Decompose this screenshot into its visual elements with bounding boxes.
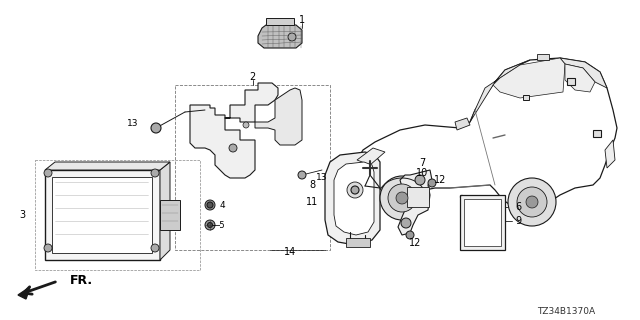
Circle shape: [229, 144, 237, 152]
Bar: [537, 54, 549, 60]
Text: 6: 6: [515, 202, 521, 212]
Polygon shape: [18, 287, 30, 299]
Text: 2: 2: [250, 72, 255, 82]
Text: 10: 10: [416, 168, 428, 178]
Polygon shape: [357, 148, 385, 165]
Circle shape: [207, 202, 213, 208]
Text: 7: 7: [419, 158, 425, 168]
Text: FR.: FR.: [70, 275, 93, 287]
Text: 12: 12: [434, 175, 446, 185]
Circle shape: [508, 178, 556, 226]
Bar: [593, 130, 601, 137]
Polygon shape: [255, 88, 302, 145]
Circle shape: [151, 169, 159, 177]
Bar: [523, 95, 529, 100]
Text: 1: 1: [299, 15, 305, 25]
Text: 3: 3: [19, 210, 25, 220]
Circle shape: [44, 169, 52, 177]
Text: 11: 11: [306, 197, 318, 207]
Polygon shape: [190, 83, 278, 178]
Bar: [464, 199, 501, 246]
Circle shape: [298, 171, 306, 179]
Polygon shape: [493, 58, 565, 98]
Circle shape: [207, 222, 212, 228]
Circle shape: [380, 176, 424, 220]
Polygon shape: [605, 140, 615, 168]
Circle shape: [401, 218, 411, 228]
Bar: [407, 187, 429, 207]
Polygon shape: [258, 25, 302, 48]
Polygon shape: [470, 60, 530, 122]
Bar: [460, 195, 505, 250]
Circle shape: [243, 122, 249, 128]
Bar: [160, 200, 180, 230]
Text: TZ34B1370A: TZ34B1370A: [537, 308, 595, 316]
Bar: [35, 160, 200, 270]
Text: 9: 9: [515, 216, 521, 226]
Bar: [45, 170, 160, 260]
Polygon shape: [160, 162, 170, 260]
Bar: [175, 85, 330, 250]
Bar: [52, 177, 152, 253]
Circle shape: [151, 244, 159, 252]
Circle shape: [351, 186, 359, 194]
Polygon shape: [565, 64, 595, 92]
Polygon shape: [334, 162, 374, 235]
Circle shape: [396, 192, 408, 204]
Text: 4: 4: [219, 201, 225, 210]
Polygon shape: [346, 238, 370, 247]
Text: 8: 8: [309, 180, 315, 190]
Circle shape: [44, 244, 52, 252]
Text: 12: 12: [409, 238, 421, 248]
Text: 13: 13: [127, 118, 138, 127]
Circle shape: [205, 200, 215, 210]
Circle shape: [526, 196, 538, 208]
Circle shape: [415, 175, 425, 185]
Circle shape: [205, 220, 215, 230]
Text: —5: —5: [211, 220, 225, 229]
Polygon shape: [325, 152, 380, 245]
Text: 13: 13: [316, 173, 328, 182]
Polygon shape: [398, 170, 432, 235]
Circle shape: [288, 33, 296, 41]
Polygon shape: [350, 58, 617, 210]
Polygon shape: [560, 58, 607, 88]
Circle shape: [406, 231, 414, 239]
Circle shape: [388, 184, 416, 212]
Polygon shape: [266, 18, 294, 25]
Bar: [567, 78, 575, 85]
Circle shape: [347, 182, 363, 198]
Text: 14: 14: [284, 247, 296, 257]
Polygon shape: [455, 118, 470, 130]
Circle shape: [428, 179, 436, 187]
Circle shape: [151, 123, 161, 133]
Polygon shape: [45, 162, 170, 170]
Circle shape: [517, 187, 547, 217]
